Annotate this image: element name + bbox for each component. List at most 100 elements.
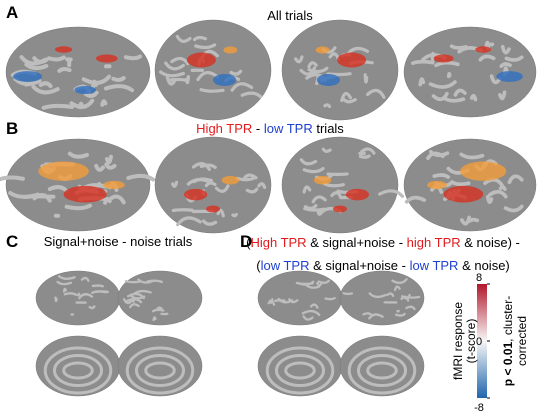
- title-segment: & noise): [458, 258, 509, 273]
- sulcus: [63, 292, 78, 297]
- sulcus: [498, 90, 507, 101]
- brain-surface: [281, 19, 399, 121]
- activation: [316, 74, 340, 86]
- activation: [206, 205, 220, 213]
- sulcus: [123, 54, 143, 61]
- sulcus: [503, 204, 524, 213]
- sulcus: [94, 163, 105, 172]
- sulcus: [204, 181, 217, 188]
- sulcus: [104, 162, 117, 170]
- sulcus: [418, 77, 426, 87]
- brain-surface: [339, 335, 425, 397]
- panel-title: Signal+noise - noise trials: [44, 234, 193, 249]
- sulcus: [274, 354, 326, 387]
- title-segment: trials: [313, 121, 345, 136]
- colorbar-tick-label: -8: [474, 402, 484, 414]
- sulcus: [356, 354, 408, 387]
- sulcus: [330, 191, 343, 199]
- sulcus: [347, 346, 417, 395]
- sulcus: [488, 189, 508, 199]
- activation: [475, 46, 492, 53]
- sulcus: [317, 279, 331, 284]
- sulcus: [24, 62, 49, 71]
- sulcus: [485, 194, 494, 205]
- activation: [345, 188, 369, 201]
- sulcus: [366, 361, 398, 380]
- brain: [154, 136, 272, 234]
- title-segment: low TPR: [264, 121, 313, 136]
- sulcus: [434, 60, 460, 68]
- sulcus: [386, 292, 395, 298]
- sulcus: [257, 182, 267, 189]
- activation: [186, 52, 216, 68]
- sulcus: [394, 312, 406, 317]
- sulcus: [453, 88, 467, 97]
- sulcus: [428, 149, 450, 158]
- panel-label: B: [6, 119, 18, 138]
- brain: [281, 136, 405, 234]
- activation: [496, 71, 523, 82]
- sulcus: [358, 154, 371, 159]
- sulcus: [78, 293, 94, 300]
- sulcus: [122, 298, 133, 305]
- sulcus: [91, 284, 105, 288]
- sulcus: [428, 80, 457, 89]
- sulcus: [128, 303, 140, 309]
- brain: [257, 270, 343, 326]
- sulcus: [302, 185, 312, 194]
- sulcus: [125, 346, 195, 395]
- sulcus: [104, 154, 113, 165]
- sulcus: [146, 279, 163, 284]
- sulcus: [294, 55, 304, 64]
- sulcus: [469, 93, 478, 102]
- colorbar-label: fMRI response: [451, 302, 465, 380]
- brain: [117, 335, 203, 397]
- colorbar: [477, 284, 487, 398]
- sulcus: [192, 35, 207, 42]
- sulcus: [88, 305, 96, 310]
- sulcus: [144, 361, 176, 380]
- sulcus: [164, 61, 185, 71]
- sulcus: [365, 88, 386, 99]
- sulcus: [56, 280, 73, 286]
- colorbar-tick-label: 8: [476, 272, 482, 284]
- activation: [333, 205, 347, 213]
- sulcus: [307, 66, 329, 74]
- brain: [281, 19, 399, 121]
- sulcus: [284, 361, 316, 380]
- sulcus: [316, 281, 323, 287]
- panel-title: (low TPR & signal+noise - low TPR & nois…: [256, 258, 510, 273]
- sulcus: [126, 173, 156, 182]
- sulcus: [311, 195, 327, 204]
- activation: [427, 180, 447, 190]
- sulcus: [507, 174, 524, 185]
- sulcus: [322, 182, 345, 188]
- sulcus: [158, 70, 186, 78]
- sulcus: [64, 203, 93, 211]
- sulcus: [202, 219, 218, 226]
- title-segment: -: [252, 121, 264, 136]
- activation: [38, 161, 89, 181]
- panel-title: All trials: [267, 8, 313, 23]
- sulcus: [81, 74, 112, 85]
- sulcus: [504, 55, 524, 62]
- sulcus: [62, 361, 94, 380]
- sulcus: [231, 212, 238, 218]
- colorbar-label: (t-score): [464, 319, 478, 364]
- activation: [213, 74, 237, 86]
- sulcus: [451, 180, 471, 187]
- panel-label: A: [6, 3, 18, 22]
- sulcus: [324, 296, 336, 301]
- sulcus: [46, 55, 66, 62]
- sulcus: [216, 208, 225, 218]
- sulcus: [368, 313, 384, 320]
- sulcus: [54, 296, 58, 303]
- title-segment: low TPR: [261, 258, 310, 273]
- title-segment: High TPR: [250, 235, 306, 250]
- sulcus: [47, 185, 69, 193]
- sulcus: [296, 280, 315, 286]
- sulcus: [199, 88, 225, 93]
- activation: [221, 175, 240, 185]
- sulcus: [362, 312, 373, 317]
- sulcus: [309, 303, 319, 309]
